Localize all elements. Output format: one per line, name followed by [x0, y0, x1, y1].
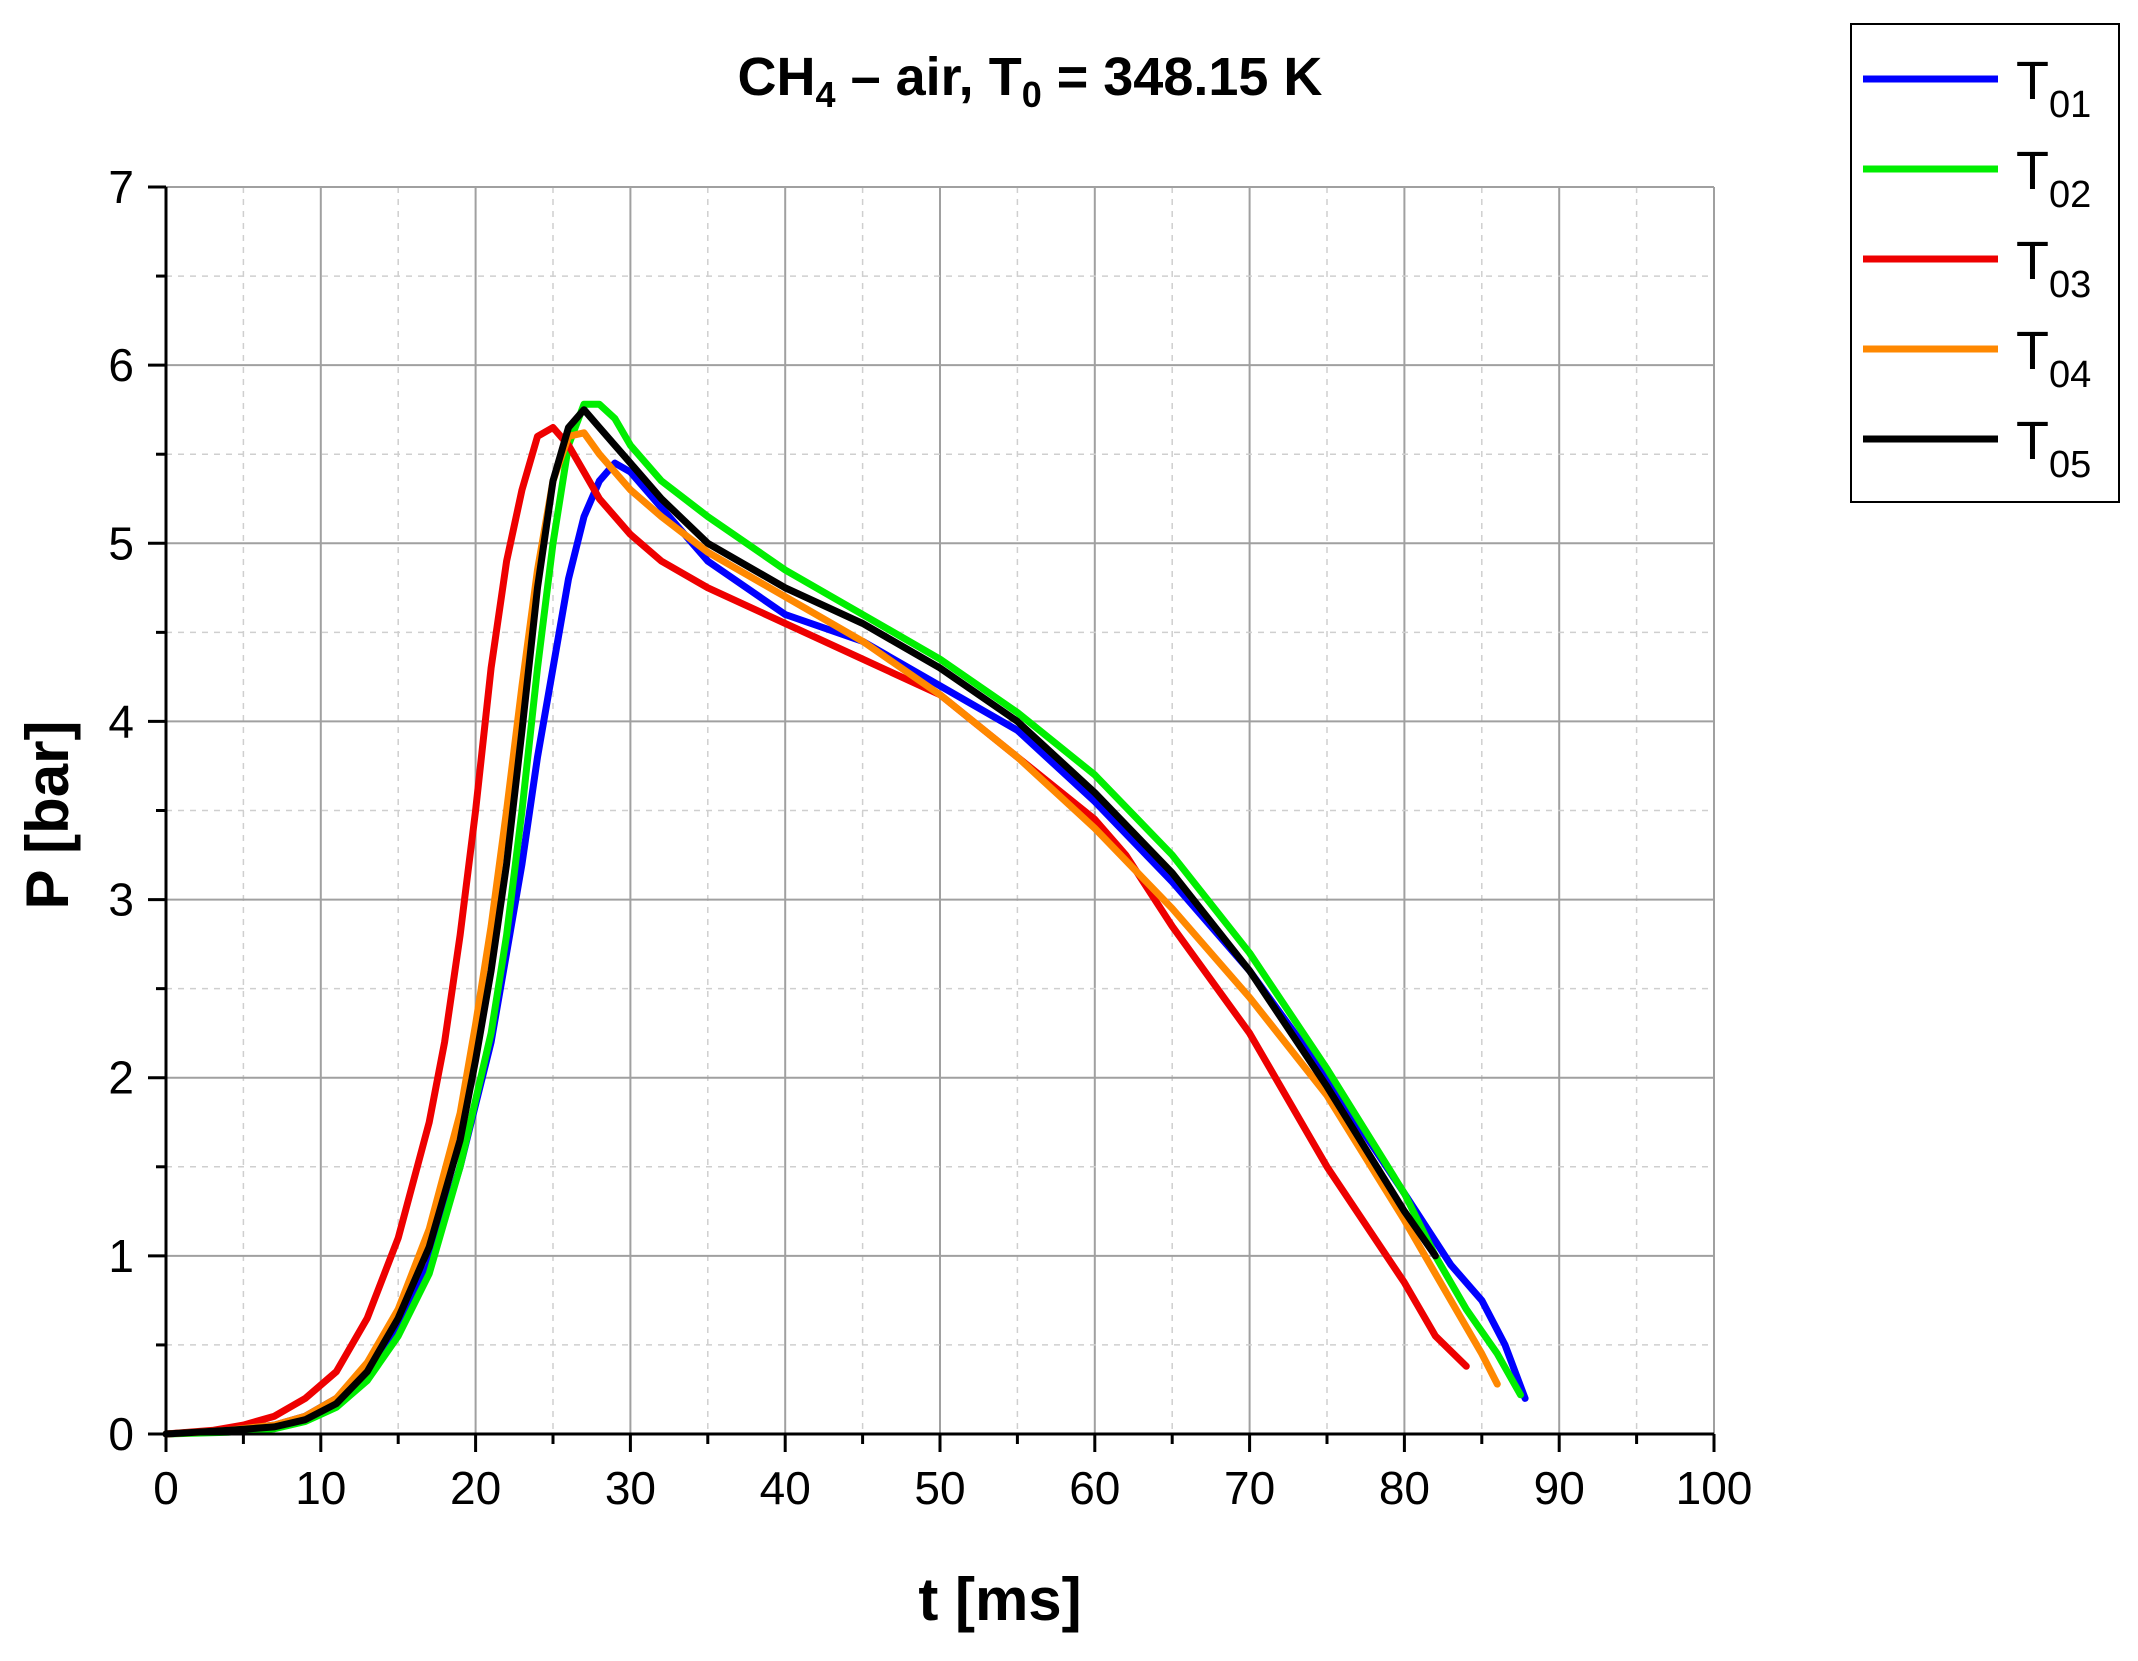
x-tick-label: 80: [1379, 1462, 1430, 1514]
title-middle: – air, T: [836, 47, 1022, 107]
x-tick-label: 100: [1676, 1462, 1753, 1514]
x-tick-label: 20: [450, 1462, 501, 1514]
x-tick-label: 30: [605, 1462, 656, 1514]
chart-title: CH4 – air, T0 = 348.15 K: [738, 47, 1323, 115]
x-axis-label: t [ms]: [918, 1566, 1081, 1633]
series-line-t05: [162, 406, 1439, 1438]
legend: T01 T02 T03 T04 T05: [1850, 23, 2120, 503]
ticks: [148, 185, 1716, 1452]
title-prefix-sub: 4: [816, 74, 836, 115]
x-tick-label: 10: [295, 1462, 346, 1514]
x-tick-label: 70: [1224, 1462, 1275, 1514]
grid: [166, 186, 1715, 1434]
legend-label-t01: T01: [2016, 51, 2091, 126]
y-tick-label: 2: [108, 1052, 134, 1104]
series-line-t04: [162, 429, 1501, 1438]
legend-label-t02: T02: [2016, 141, 2091, 216]
legend-box: [1850, 23, 2120, 503]
legend-label-t04: T04: [2016, 321, 2091, 396]
y-tick-label: 1: [108, 1230, 134, 1282]
series-line-t01: [162, 459, 1529, 1438]
series-line-t02: [162, 400, 1524, 1438]
x-tick-label: 60: [1069, 1462, 1120, 1514]
y-tick-label: 7: [108, 161, 134, 213]
title-prefix: CH: [738, 47, 816, 107]
y-tick-label: 5: [108, 517, 134, 569]
y-tick-label: 4: [108, 695, 134, 747]
y-tick-label: 0: [108, 1408, 134, 1460]
x-tick-label: 0: [153, 1462, 179, 1514]
x-tick-label: 50: [914, 1462, 965, 1514]
plot-area: [162, 400, 1529, 1438]
y-axis-label: P [bar]: [14, 721, 81, 910]
tick-labels: 0 10 20 30 40 50 60 70 80 90 100 0 1 2 3 4 5 6 7: [108, 161, 1752, 1514]
legend-label-t03: T03: [2016, 231, 2091, 306]
series-line-t03: [162, 424, 1470, 1438]
title-suffix: = 348.15 K: [1042, 47, 1323, 107]
y-tick-label: 3: [108, 874, 134, 926]
x-tick-label: 40: [760, 1462, 811, 1514]
legend-label-t05: T05: [2016, 411, 2091, 486]
x-tick-label: 90: [1534, 1462, 1585, 1514]
title-middle-sub: 0: [1022, 74, 1042, 115]
y-tick-label: 6: [108, 339, 134, 391]
